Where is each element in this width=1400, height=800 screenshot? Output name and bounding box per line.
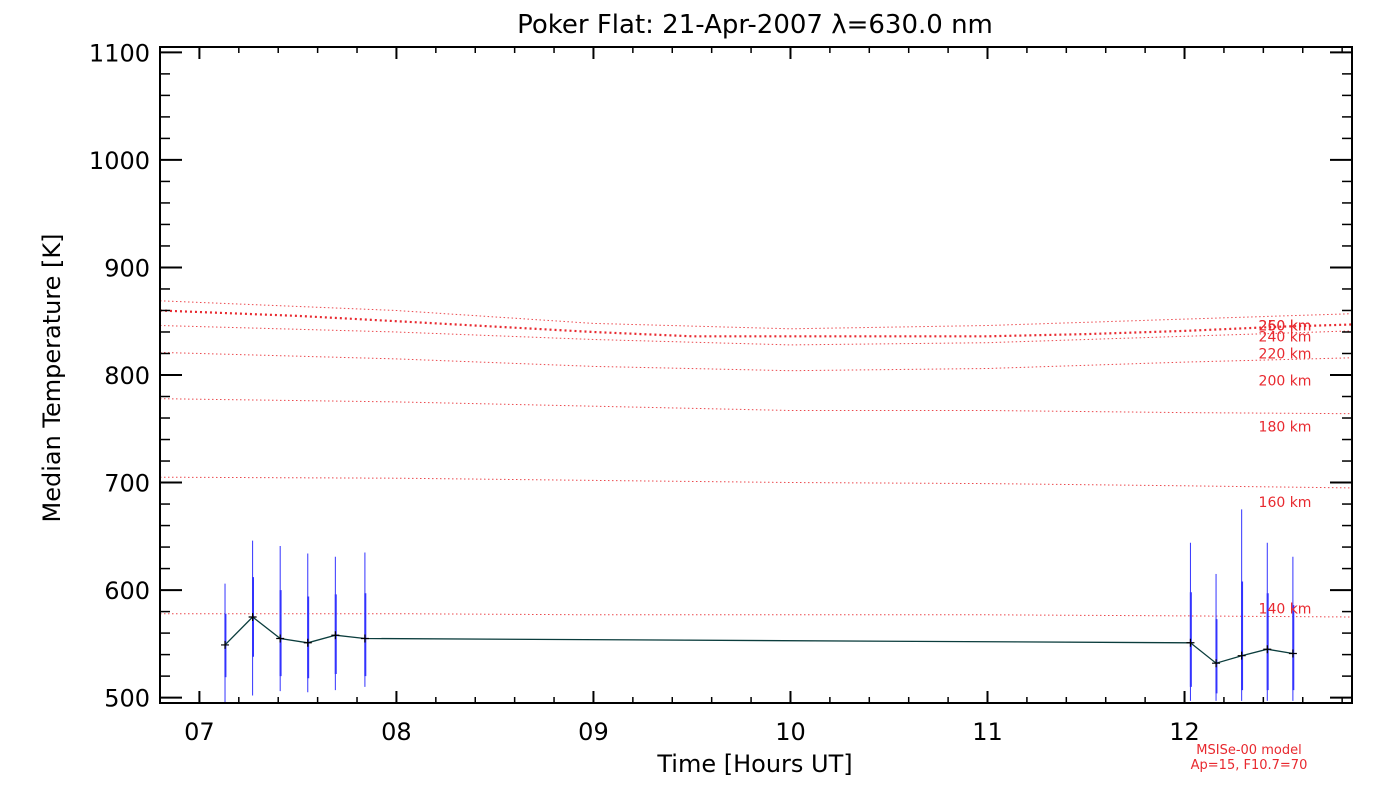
- data-point: [1186, 638, 1195, 647]
- model-curve-highlight: [159, 309, 1353, 338]
- model-curve: [160, 613, 1353, 618]
- plot-frame: [159, 46, 1353, 704]
- data-point: [276, 634, 285, 643]
- altitude-label: 220 km: [1259, 346, 1312, 362]
- altitude-label-highlight: 250 km: [1259, 319, 1312, 335]
- y-tick-label: 800: [104, 362, 150, 390]
- altitude-label: 180 km: [1259, 420, 1312, 436]
- data-point: [360, 634, 369, 643]
- model-curve: [159, 398, 1353, 415]
- measured-line: [224, 616, 1294, 664]
- model-name-note: MSISe-00 model: [1196, 743, 1301, 758]
- data-point: [1237, 651, 1246, 660]
- data-point: [1212, 659, 1221, 668]
- x-tick-label: 07: [184, 718, 215, 746]
- y-tick-labels: 500 600 700 800 900 1000 1100: [89, 39, 150, 712]
- axis-ticks: [159, 47, 1352, 703]
- model-params-note: Ap=15, F10.7=70: [1191, 758, 1308, 773]
- x-axis-title: Time [Hours UT]: [656, 750, 852, 778]
- measured-series: [221, 509, 1297, 703]
- data-point: [1288, 649, 1297, 658]
- x-tick-label: 12: [1169, 718, 1200, 746]
- altitude-label: 240 km: [1259, 329, 1312, 345]
- model-curve: [159, 351, 1353, 372]
- model-curve: [159, 325, 1353, 346]
- data-point: [303, 638, 312, 647]
- x-tick-label: 11: [972, 718, 1003, 746]
- altitude-label: 200 km: [1259, 373, 1312, 389]
- chart-title: Poker Flat: 21-Apr-2007 λ=630.0 nm: [517, 10, 993, 40]
- y-tick-label: 900: [104, 254, 150, 282]
- x-tick-label: 08: [381, 718, 412, 746]
- data-point: [1263, 645, 1272, 654]
- altitude-label: 140 km: [1259, 601, 1312, 617]
- x-tick-labels: 07 08 09 10 11 12: [184, 718, 1200, 746]
- data-point: [248, 612, 257, 621]
- x-tick-label: 09: [578, 718, 609, 746]
- model-curve: [159, 476, 1353, 489]
- altitude-label: 160 km: [1259, 495, 1312, 511]
- data-point: [221, 640, 230, 649]
- y-tick-label: 500: [104, 685, 150, 713]
- model-curves: [159, 300, 1353, 618]
- y-tick-label: 600: [104, 577, 150, 605]
- model-curve: [159, 300, 1353, 330]
- x-tick-label: 10: [775, 718, 806, 746]
- altitude-label: 260 km: [1259, 319, 1312, 335]
- y-axis-title: Median Temperature [K]: [38, 233, 66, 522]
- y-tick-label: 1100: [89, 39, 150, 67]
- data-point: [331, 631, 340, 640]
- y-tick-label: 1000: [89, 147, 150, 175]
- y-tick-label: 700: [104, 470, 150, 498]
